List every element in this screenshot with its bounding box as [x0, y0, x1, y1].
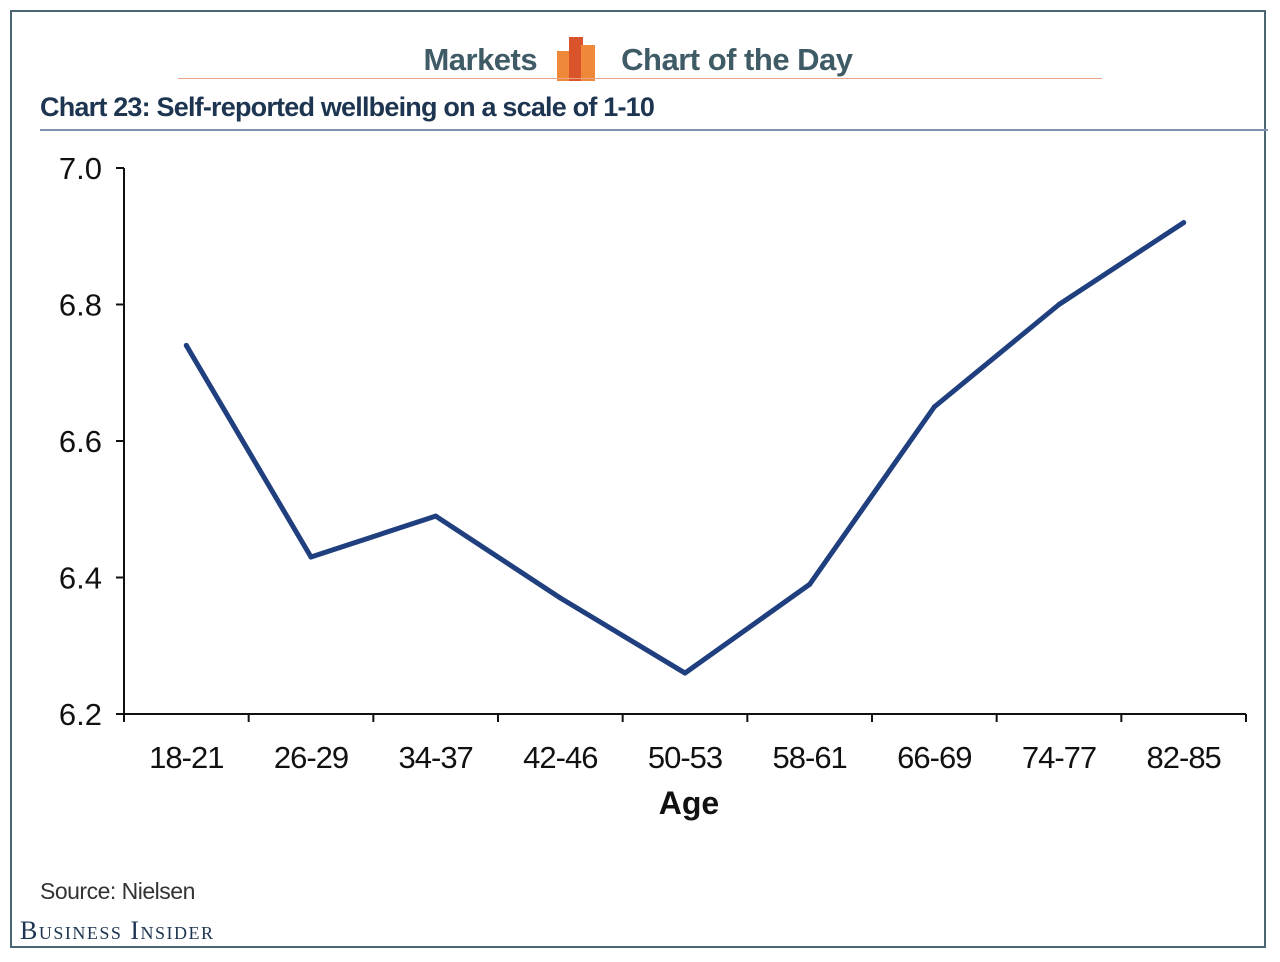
data-point: [1056, 302, 1062, 307]
x-tick-label: 34-37: [399, 740, 473, 775]
chart-frame: Markets Chart of the Day Chart 23: Self-…: [10, 10, 1268, 948]
x-tick-label: 18-21: [149, 740, 223, 775]
data-point: [183, 342, 189, 348]
x-tick-label: 42-46: [523, 740, 597, 775]
x-tick-label: 50-53: [648, 740, 722, 775]
x-axis-title: Age: [659, 785, 719, 821]
y-tick-label: 6.2: [59, 697, 102, 732]
y-tick-label: 6.4: [59, 561, 102, 596]
markets-label: Markets: [423, 42, 538, 77]
header-divider: [178, 78, 1102, 79]
x-tick-label: 26-29: [274, 740, 348, 775]
data-point: [308, 554, 314, 560]
header: Markets Chart of the Day: [12, 37, 1264, 82]
x-tick-label: 66-69: [897, 740, 971, 775]
chart-title: Chart 23: Self-reported wellbeing on a s…: [40, 92, 655, 122]
data-point: [433, 513, 439, 519]
source-note: Source: Nielsen: [40, 878, 195, 904]
y-tick-label: 6.6: [59, 424, 102, 459]
chart-of-the-day-label: Chart of the Day: [621, 42, 853, 77]
data-point: [931, 404, 937, 410]
y-tick-label: 6.8: [59, 288, 102, 323]
data-point: [1181, 220, 1187, 226]
y-tick-label: 7.0: [59, 151, 102, 186]
business-insider-logo: Business Insider: [20, 916, 215, 945]
data-point: [807, 581, 813, 587]
x-tick-label: 82-85: [1147, 740, 1221, 775]
series-line: [183, 220, 1187, 676]
line-chart: 7.0 6.8 6.6 6.4 6.2 18-21 26-29 34-37 42-46 50-53…: [59, 151, 1247, 821]
x-tick-label: 74-77: [1022, 740, 1096, 775]
data-point: [557, 595, 563, 601]
title-divider: [40, 129, 1268, 131]
data-point: [682, 670, 688, 676]
chart-of-the-day-logo-icon: [557, 37, 596, 81]
x-tick-label: 58-61: [773, 740, 847, 775]
